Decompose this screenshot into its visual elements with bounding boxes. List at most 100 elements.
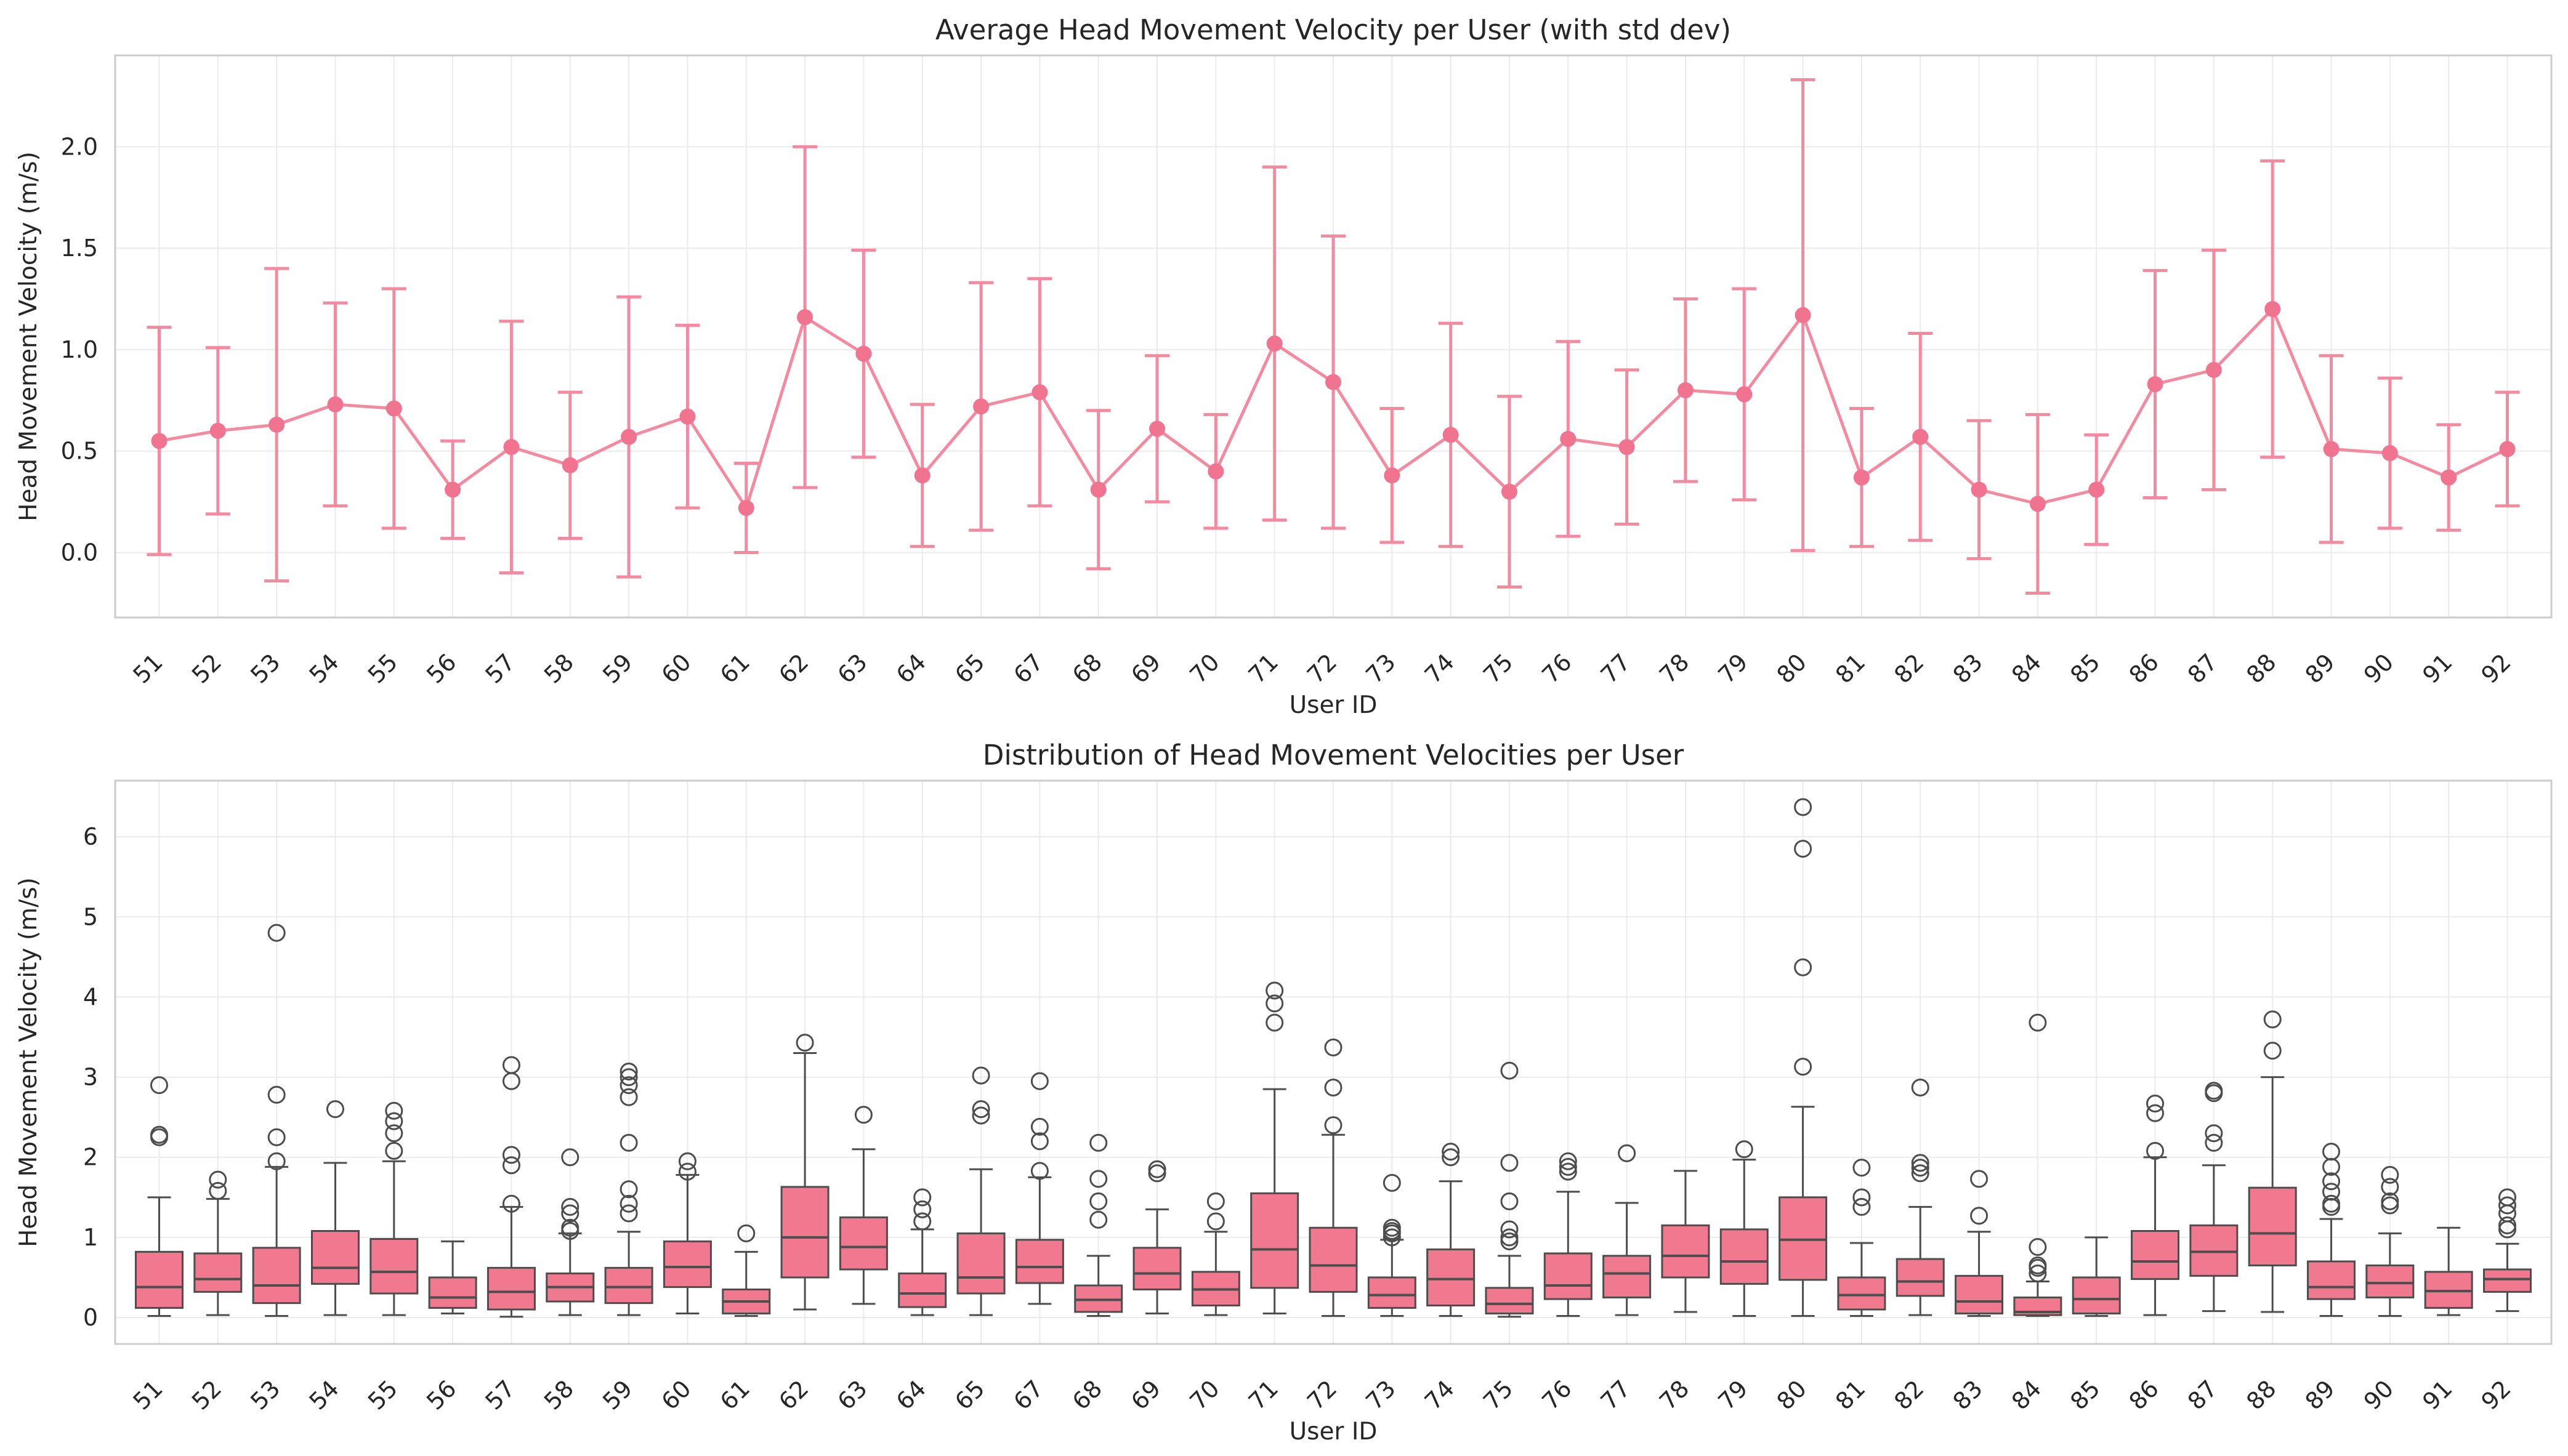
p2-outlier-73-3 — [1383, 1218, 1401, 1237]
p2-box-group-59 — [604, 1062, 653, 1316]
p2-outlier-70-0 — [1206, 1212, 1225, 1231]
p2-outlier-82-0 — [1911, 1164, 1929, 1183]
p2-box-85 — [2072, 1276, 2121, 1315]
p1-point-62 — [797, 309, 814, 326]
p2-plot-frame — [114, 779, 2553, 1345]
p2-outlier-72-2 — [1324, 1038, 1343, 1056]
p2-box-group-76 — [1543, 1152, 1593, 1317]
p2-outlier-57-4 — [502, 1056, 520, 1074]
p2-box-86 — [2131, 1229, 2180, 1281]
p2-boxplots — [134, 798, 2532, 1318]
p2-outlier-64-0 — [913, 1212, 932, 1231]
p2-outlier-74-1 — [1442, 1143, 1460, 1161]
p2-box-57 — [487, 1266, 536, 1311]
panel-average-velocity: 0.00.51.01.52.0 51 52 53 54 55 56 57 58 59 60 61 62… — [15, 14, 2553, 719]
p2-outlier-89-3 — [2322, 1172, 2341, 1191]
p2-box-group-77 — [1602, 1144, 1652, 1316]
p2-outlier-58-3 — [561, 1197, 579, 1216]
p2-outlier-89-2 — [2322, 1183, 2341, 1201]
p2-box-64 — [898, 1272, 947, 1308]
p2-outlier-58-2 — [561, 1204, 579, 1223]
p1-ytick-1: 0.5 — [61, 438, 98, 465]
p1-point-61 — [738, 500, 754, 517]
p2-box-group-62 — [780, 1034, 830, 1311]
p2-outlier-71-2 — [1266, 981, 1284, 1000]
p1-x-axis-label: User ID — [1290, 691, 1378, 719]
p2-box-group-70 — [1191, 1192, 1240, 1316]
p2-box-62 — [780, 1186, 830, 1279]
p1-point-88 — [2264, 301, 2281, 318]
p2-box-73 — [1367, 1276, 1416, 1309]
p2-outlier-63-0 — [854, 1106, 873, 1124]
p2-outlier-59-1 — [620, 1194, 638, 1213]
p2-outlier-64-2 — [913, 1188, 932, 1207]
p1-point-85 — [2088, 481, 2105, 498]
p2-outlier-59-5 — [620, 1076, 638, 1095]
p2-box-group-73 — [1367, 1173, 1416, 1317]
p1-point-86 — [2147, 376, 2163, 392]
p1-point-59 — [621, 428, 637, 445]
p2-box-group-63 — [839, 1106, 888, 1305]
p2-box-group-92 — [2483, 1188, 2532, 1313]
p2-outlier-86-0 — [2146, 1141, 2165, 1160]
p1-point-89 — [2323, 441, 2340, 457]
p2-outlier-67-0 — [1030, 1162, 1049, 1180]
p2-outlier-68-3 — [1089, 1133, 1108, 1152]
p2-outlier-82-1 — [1911, 1159, 1929, 1177]
p2-outlier-59-4 — [620, 1088, 638, 1106]
p2-box-74 — [1426, 1248, 1476, 1307]
p2-outlier-82-2 — [1911, 1154, 1929, 1172]
p2-outlier-54-0 — [326, 1100, 344, 1119]
p2-box-group-90 — [2365, 1165, 2415, 1317]
p2-outlier-83-0 — [1970, 1207, 1989, 1225]
p2-box-67 — [1015, 1239, 1064, 1284]
p2-outlier-75-2 — [1500, 1220, 1519, 1239]
p2-ytick-0: 0 — [83, 1304, 98, 1331]
p2-box-group-89 — [2307, 1143, 2356, 1317]
p2-outlier-51-2 — [150, 1076, 168, 1095]
p2-outlier-70-1 — [1206, 1192, 1225, 1210]
p2-outlier-89-1 — [2322, 1194, 2341, 1213]
p1-point-53 — [269, 416, 285, 433]
p2-outlier-65-2 — [972, 1066, 990, 1085]
p2-outlier-77-0 — [1618, 1144, 1636, 1162]
p2-box-group-56 — [428, 1240, 477, 1315]
p1-point-82 — [1912, 428, 1929, 445]
p2-box-group-55 — [369, 1101, 419, 1316]
p1-point-75 — [1501, 483, 1517, 500]
p2-box-group-80 — [1779, 798, 1828, 1317]
p2-outlier-67-3 — [1030, 1072, 1049, 1090]
p2-outlier-53-3 — [267, 923, 286, 942]
p2-box-82 — [1896, 1258, 1945, 1297]
p2-outlier-81-0 — [1852, 1197, 1871, 1216]
p2-outlier-73-4 — [1383, 1173, 1401, 1192]
p2-ytick-5: 5 — [83, 903, 98, 930]
p2-outlier-74-0 — [1442, 1148, 1460, 1167]
p1-ytick-4: 2.0 — [61, 133, 98, 160]
p2-box-group-54 — [310, 1100, 360, 1316]
p2-box-71 — [1250, 1192, 1299, 1289]
p2-box-56 — [428, 1276, 477, 1309]
p1-point-81 — [1853, 469, 1870, 486]
p2-outlier-55-0 — [385, 1141, 403, 1160]
p2-outlier-84-4 — [2029, 1013, 2047, 1032]
p1-point-63 — [855, 345, 872, 362]
p1-point-76 — [1560, 430, 1577, 447]
p2-box-59 — [604, 1266, 653, 1305]
p2-box-77 — [1602, 1255, 1652, 1299]
p2-outlier-72-0 — [1324, 1116, 1343, 1135]
p2-box-88 — [2248, 1186, 2297, 1266]
p2-box-72 — [1309, 1226, 1358, 1293]
p2-box-81 — [1837, 1276, 1886, 1311]
p1-point-55 — [386, 400, 402, 417]
p1-point-80 — [1795, 307, 1811, 323]
p2-outlier-59-3 — [620, 1133, 638, 1152]
p2-outlier-86-2 — [2146, 1095, 2165, 1113]
p2-box-65 — [956, 1232, 1006, 1295]
p2-outlier-64-1 — [913, 1200, 932, 1218]
p2-outlier-92-1 — [2498, 1216, 2517, 1234]
p2-y-tick-labels: 0 1 2 3 4 5 6 — [83, 823, 98, 1331]
p2-outlier-90-3 — [2381, 1165, 2399, 1184]
p2-ytick-6: 6 — [83, 823, 98, 850]
